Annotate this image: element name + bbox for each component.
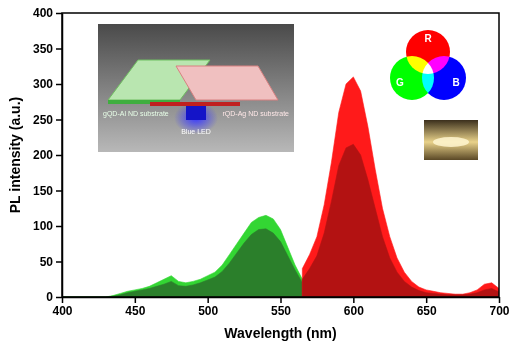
x-axis-title: Wavelength (nm)	[224, 325, 336, 341]
tick-mark	[426, 297, 428, 303]
tick-mark	[207, 297, 209, 303]
spectrum-area	[302, 144, 499, 297]
rgb-diagram	[390, 30, 466, 100]
tick: 300	[33, 77, 62, 91]
red-layer	[150, 102, 240, 106]
tick: 0	[46, 290, 62, 304]
plot-frame	[62, 13, 499, 297]
color-circle	[422, 56, 466, 100]
y-axis: 0 50 100 150 200 250 300 350 400	[33, 6, 63, 304]
tick: 500	[198, 297, 218, 318]
tick-mark	[280, 297, 282, 303]
tick-label: 200	[33, 148, 53, 162]
tick-label: 600	[344, 304, 364, 318]
spectrum-area	[62, 229, 302, 297]
chart: 400 450 500 550 600 650 700 0 50 100 150 200 250 300 3…	[0, 0, 513, 360]
tick-mark	[56, 226, 62, 228]
tick-label: 500	[198, 304, 218, 318]
led-glow	[174, 102, 218, 134]
tick-mark	[56, 190, 62, 192]
tick-label: 350	[33, 42, 53, 56]
tick: 200	[33, 148, 62, 162]
tick-label: 300	[33, 77, 53, 91]
tick: 400	[52, 297, 72, 318]
tick-label: 700	[489, 304, 509, 318]
tick-mark	[56, 119, 62, 121]
tick-mark	[499, 297, 501, 303]
red-substrate	[176, 66, 278, 100]
tick-label: 150	[33, 184, 53, 198]
tick: 700	[489, 297, 509, 318]
tick-label: 100	[33, 219, 53, 233]
color-label: B	[452, 77, 459, 88]
color-label: G	[396, 77, 404, 88]
tick-label: 400	[52, 304, 72, 318]
x-axis: 400 450 500 550 600 650 700	[52, 297, 509, 318]
tick: 50	[40, 255, 62, 269]
tick-mark	[135, 297, 137, 303]
tick-mark	[56, 84, 62, 86]
photo	[424, 120, 478, 160]
blue-led	[186, 106, 206, 120]
tick-mark	[353, 297, 355, 303]
tick: 600	[344, 297, 364, 318]
tick-label: 0	[46, 290, 53, 304]
inset-label: gQD-Al ND substrate	[103, 110, 169, 118]
tick-mark	[56, 297, 62, 299]
tick: 250	[33, 113, 62, 127]
spectrum-area	[62, 215, 302, 297]
tick-mark	[56, 155, 62, 157]
spectrum-area	[302, 77, 499, 297]
tick-label: 450	[125, 304, 145, 318]
tick-label: 650	[417, 304, 437, 318]
photo-glow	[433, 137, 469, 147]
tick: 150	[33, 184, 62, 198]
tick-mark	[56, 13, 62, 15]
tick-mark	[56, 48, 62, 50]
marks	[62, 77, 499, 297]
tick-label: 550	[271, 304, 291, 318]
plot-area: 400 450 500 550 600 650 700 0 50 100 150 200 250 300 3…	[33, 6, 510, 317]
tick-label: 50	[40, 255, 54, 269]
schematic-inset: gQD-Al ND substrate rQD-Ag ND substrate Bl…	[98, 24, 294, 152]
inset-label: Blue LED	[181, 128, 211, 135]
tick-label: 250	[33, 113, 53, 127]
tick: 550	[271, 297, 291, 318]
color-label: R	[424, 33, 432, 44]
y-axis-title: PL intensity (a.u.)	[7, 97, 23, 213]
inset-label: rQD-Ag ND substrate	[222, 110, 289, 118]
tick-mark	[56, 261, 62, 263]
inset-background	[98, 24, 294, 152]
photo-inset	[424, 120, 478, 160]
tick: 100	[33, 219, 62, 233]
tick-label: 400	[33, 6, 53, 20]
tick: 400	[33, 6, 62, 20]
tick: 650	[417, 297, 437, 318]
tick: 350	[33, 42, 62, 56]
tick: 450	[125, 297, 145, 318]
